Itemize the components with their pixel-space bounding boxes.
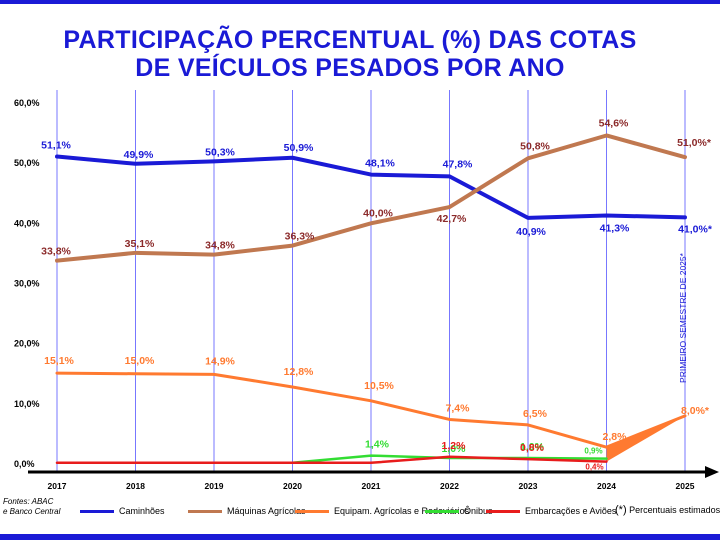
data-label-maquinas-agricolas: 35,1% xyxy=(125,238,155,250)
x-tick-label: 2020 xyxy=(283,481,302,491)
x-tick-label: 2018 xyxy=(126,481,145,491)
bottom-frame-bar xyxy=(0,534,720,540)
data-label-embarcacoes-avioes: 0,8% xyxy=(520,442,545,454)
data-label-caminhoes: 40,9% xyxy=(516,226,546,238)
data-label-caminhoes: 51,1% xyxy=(41,140,71,152)
data-label-caminhoes: 48,1% xyxy=(365,158,395,170)
data-label-caminhoes: 50,9% xyxy=(284,142,314,154)
legend-swatch-caminhoes xyxy=(80,509,114,513)
data-label-equipamentos: 12,8% xyxy=(284,366,314,378)
source-line-1: Fontes: ABAC xyxy=(3,497,54,506)
data-label-maquinas-agricolas: 42,7% xyxy=(437,213,467,225)
legend-item-embarcacoes-avioes: Embarcações e Aviões xyxy=(486,504,616,518)
y-tick-label: 20,0% xyxy=(14,339,40,349)
y-tick-label: 60,0% xyxy=(14,98,40,108)
x-tick-label: 2024 xyxy=(597,481,616,491)
data-label-equipamentos: 7,4% xyxy=(446,402,471,414)
series-line-maquinas-agricolas xyxy=(55,133,687,263)
data-label-equipamentos: 15,1% xyxy=(44,355,74,367)
data-label-embarcacoes-avioes: 1,2% xyxy=(442,440,467,452)
data-label-onibus: 1,4% xyxy=(365,439,390,451)
x-tick-label: 2023 xyxy=(519,481,538,491)
legend-item-equipamentos: Equipam. Agrícolas e Rodoviários xyxy=(295,504,469,518)
series-line-equipamentos xyxy=(55,371,687,449)
data-label-maquinas-agricolas: 40,0% xyxy=(363,207,393,219)
data-label-onibus: 0,9% xyxy=(584,447,602,456)
x-tick-label: 2022 xyxy=(440,481,459,491)
legend-item-maquinas-agricolas: Máquinas Agrícolas xyxy=(188,504,306,518)
data-label-caminhoes: 41,0%* xyxy=(678,223,713,235)
x-axis-arrow xyxy=(705,466,719,478)
data-label-maquinas-agricolas: 36,3% xyxy=(285,231,315,243)
legend-swatch-embarcacoes-avioes xyxy=(486,509,520,513)
legend-item-onibus: Ônibus xyxy=(425,504,493,518)
y-tick-label: 10,0% xyxy=(14,399,40,409)
data-label-maquinas-agricolas: 51,0%* xyxy=(677,137,712,149)
x-tick-label: 2021 xyxy=(362,481,381,491)
source-note: Fontes: ABAC e Banco Central xyxy=(3,497,60,517)
legend-label-embarcacoes-avioes: Embarcações e Aviões xyxy=(525,506,617,516)
estimate-wedge xyxy=(606,415,685,462)
top-frame-bar xyxy=(0,0,720,4)
chart-title-line-1: PARTICIPAÇÃO PERCENTUAL (%) DAS COTAS xyxy=(63,26,637,54)
chart-title-line-2: DE VEÍCULOS PESADOS POR ANO xyxy=(135,54,565,82)
data-label-equipamentos: 14,9% xyxy=(205,355,235,367)
data-label-caminhoes: 49,9% xyxy=(124,149,154,161)
data-label-embarcacoes-avioes: 0,4% xyxy=(585,463,603,472)
x-tick-label: 2019 xyxy=(205,481,224,491)
footnote-text: Percentuais estimados xyxy=(629,505,720,515)
footnote: (*) Percentuais estimados xyxy=(615,504,720,516)
y-tick-label: 50,0% xyxy=(14,158,40,168)
legend-item-caminhoes: Caminhões xyxy=(80,504,165,518)
data-label-caminhoes: 41,3% xyxy=(600,223,630,235)
data-label-maquinas-agricolas: 54,6% xyxy=(599,117,629,129)
data-label-equipamentos: 6,5% xyxy=(523,408,548,420)
data-label-onibus: 1,0% xyxy=(520,441,545,453)
x-tick-label: 2025 xyxy=(676,481,695,491)
source-line-2: e Banco Central xyxy=(3,507,61,516)
legend-swatch-onibus xyxy=(425,509,459,513)
series-line-embarcacoes-avioes xyxy=(55,455,608,465)
legend-label-caminhoes: Caminhões xyxy=(119,506,165,516)
data-label-caminhoes: 47,8% xyxy=(443,158,473,170)
data-label-maquinas-agricolas: 33,8% xyxy=(41,246,71,258)
legend-swatch-equipamentos xyxy=(295,509,329,513)
data-label-equipamentos: 8,0%* xyxy=(681,405,710,417)
data-label-equipamentos: 10,5% xyxy=(364,380,394,392)
y-tick-label: 0,0% xyxy=(14,459,35,469)
legend-label-maquinas-agricolas: Máquinas Agrícolas xyxy=(227,506,306,516)
semester-annotation: PRIMEIRO SEMESTRE DE 2025* xyxy=(678,252,688,383)
legend-label-equipamentos: Equipam. Agrícolas e Rodoviários xyxy=(334,506,470,516)
legend-swatch-maquinas-agricolas xyxy=(188,509,222,513)
y-tick-label: 40,0% xyxy=(14,218,40,228)
x-tick-label: 2017 xyxy=(48,481,67,491)
y-tick-label: 30,0% xyxy=(14,279,40,289)
data-label-maquinas-agricolas: 34,8% xyxy=(205,240,235,252)
data-label-equipamentos: 2,8% xyxy=(603,431,628,443)
legend-label-onibus: Ônibus xyxy=(464,506,493,516)
data-label-caminhoes: 50,3% xyxy=(205,146,235,158)
footnote-symbol: (*) xyxy=(615,504,627,516)
series-line-caminhoes xyxy=(55,154,687,220)
data-label-equipamentos: 15,0% xyxy=(125,355,155,367)
chart-title: PARTICIPAÇÃO PERCENTUAL (%) DAS COTAS DE… xyxy=(0,26,700,82)
data-label-maquinas-agricolas: 50,8% xyxy=(520,140,550,152)
data-label-onibus: 1,0% xyxy=(442,443,467,455)
